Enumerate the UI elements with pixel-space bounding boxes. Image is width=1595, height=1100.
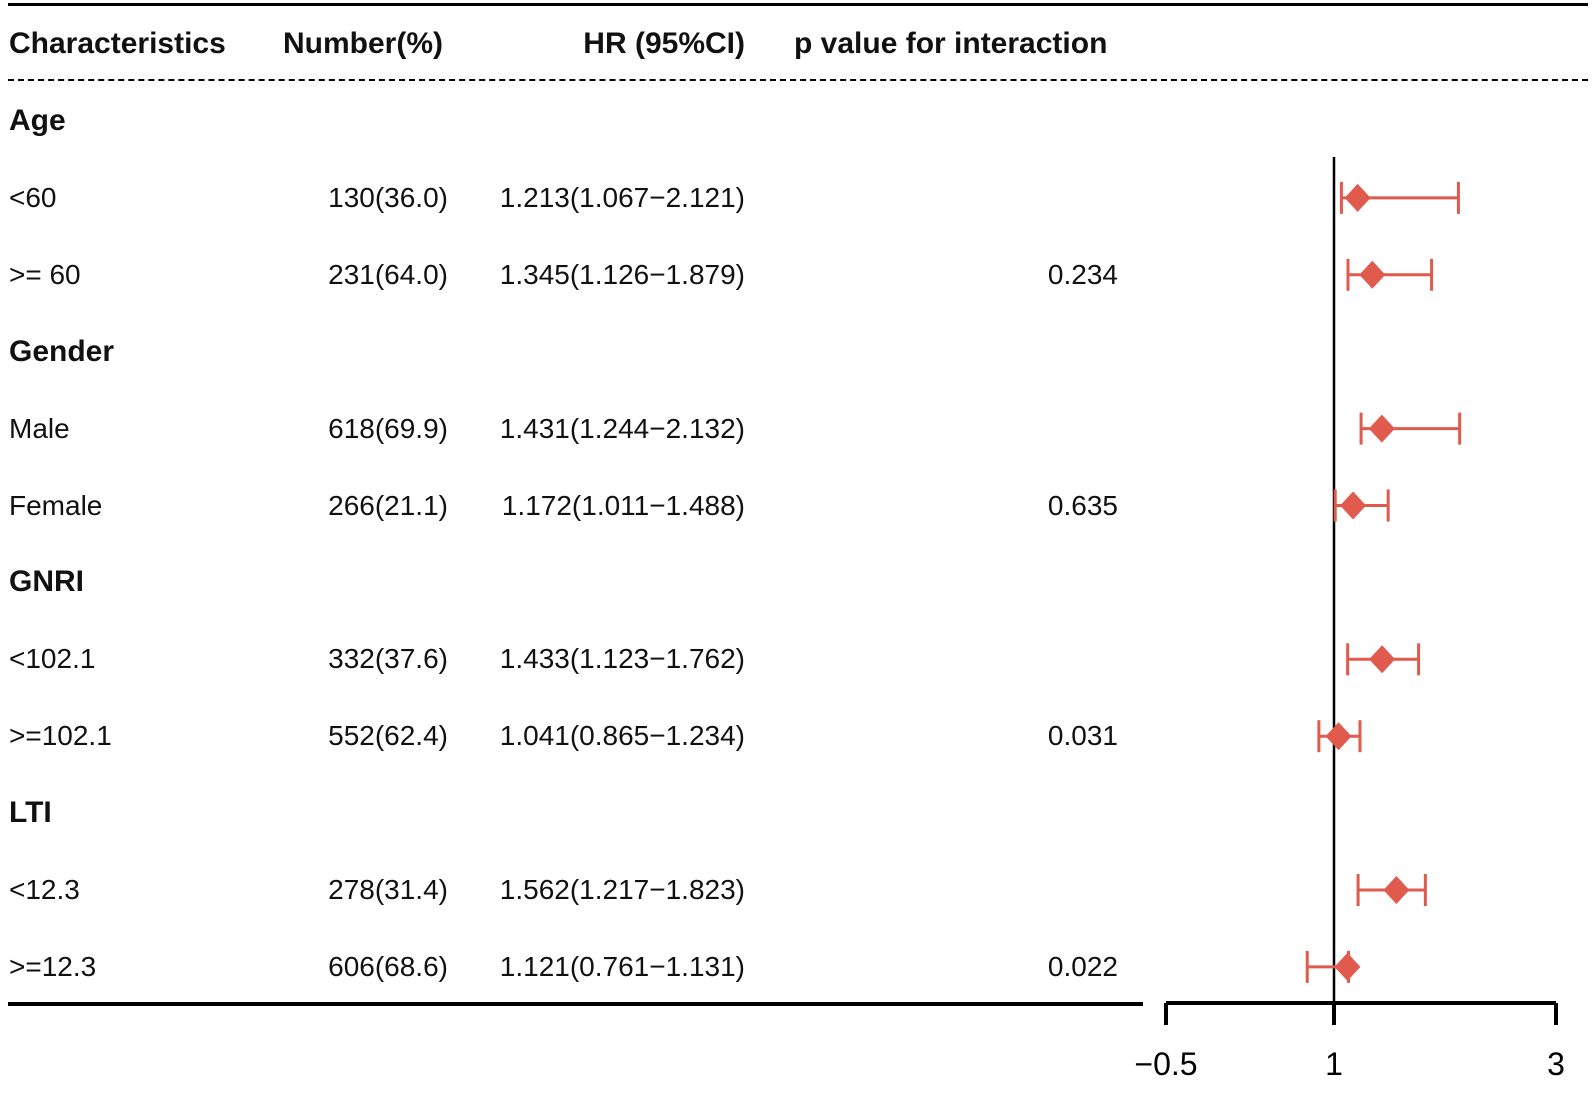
hr-point-marker: [1369, 645, 1396, 674]
hr-point-marker: [1334, 952, 1361, 981]
row-hr-ci: 1.213(1.067−2.121): [499, 181, 745, 213]
row-label: >=102.1: [9, 720, 112, 752]
row-hr-ci: 1.172(1.011−1.488): [501, 489, 745, 521]
row-hr-ci: 1.121(0.761−1.131): [499, 950, 745, 982]
group-label: Age: [9, 104, 66, 137]
group-label: LTI: [9, 796, 52, 830]
row-hr-ci: 1.431(1.244−2.132): [499, 412, 745, 444]
row-hr-ci: 1.562(1.217−1.823): [499, 874, 745, 905]
hr-point-marker: [1359, 260, 1386, 289]
row-label: <102.1: [9, 643, 96, 675]
row-hr-ci: 1.345(1.126−1.879): [499, 258, 745, 290]
hr-point-marker: [1344, 183, 1371, 212]
row-p-value: 0.635: [1047, 489, 1118, 521]
group-label: GNRI: [9, 565, 84, 599]
row-label: Female: [9, 489, 103, 521]
row-p-value: 0.022: [1047, 950, 1118, 982]
hr-point-marker: [1368, 414, 1395, 443]
row-number: 606(68.6): [328, 950, 448, 982]
header-number: Number(%): [283, 27, 444, 60]
hr-point-marker: [1383, 876, 1410, 904]
row-number: 278(31.4): [328, 874, 448, 905]
row-number: 332(37.6): [328, 643, 448, 675]
header-characteristics: Characteristics: [9, 27, 226, 60]
row-number: 552(62.4): [328, 720, 448, 752]
header-divider: [8, 79, 1588, 81]
row-number: 618(69.9): [328, 412, 448, 444]
row-label: Male: [9, 412, 70, 444]
x-tick-label: −0.5: [1134, 1046, 1197, 1082]
group-label: Gender: [9, 334, 115, 368]
hr-point-marker: [1340, 491, 1367, 520]
row-p-value: 0.234: [1047, 258, 1118, 290]
row-label: <12.3: [9, 874, 80, 905]
x-tick-label: 3: [1547, 1046, 1565, 1082]
row-number: 231(64.0): [328, 258, 448, 290]
table-top-rule: [8, 3, 1588, 6]
header-p-value: p value for interaction: [794, 27, 1108, 60]
row-label: <60: [9, 181, 57, 213]
row-p-value: 0.031: [1047, 720, 1118, 752]
row-label: >=12.3: [9, 950, 97, 982]
row-label: >= 60: [9, 258, 81, 290]
row-number: 266(21.1): [328, 489, 448, 521]
row-number: 130(36.0): [328, 181, 448, 213]
x-tick-label: 1: [1325, 1046, 1343, 1082]
header-hr: HR (95%CI): [583, 27, 745, 60]
row-hr-ci: 1.433(1.123−1.762): [499, 643, 745, 675]
row-hr-ci: 1.041(0.865−1.234): [499, 720, 745, 752]
hr-point-marker: [1325, 722, 1352, 751]
table-bottom-rule: [8, 1002, 1143, 1006]
